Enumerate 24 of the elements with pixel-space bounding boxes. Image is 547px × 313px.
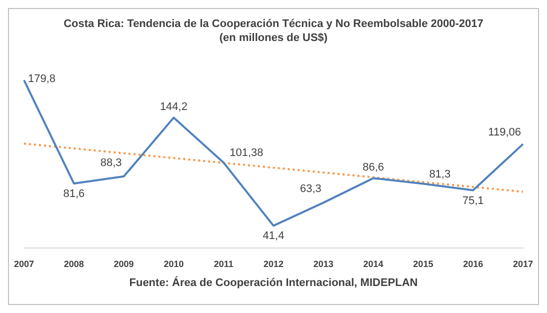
x-tick-label: 2010 — [164, 259, 184, 270]
x-tick-label: 2007 — [14, 259, 34, 270]
data-label: 101,38 — [230, 147, 264, 160]
x-tick-label: 2017 — [512, 259, 534, 270]
data-label: 88,3 — [100, 156, 122, 169]
x-tick-label: 2014 — [363, 259, 384, 270]
data-label: 144,2 — [160, 101, 188, 114]
source-note: Fuente: Área de Cooperación Internacional, MIDEPLAN — [128, 277, 419, 289]
x-tick-label: 2009 — [114, 259, 134, 270]
x-tick-label: 2011 — [214, 259, 234, 270]
x-tick-label: 2015 — [413, 259, 434, 270]
data-label: 41,4 — [262, 230, 284, 242]
data-label: 63,3 — [300, 183, 322, 196]
x-tick-label: 2012 — [263, 259, 284, 270]
x-tick-label: 2008 — [64, 259, 84, 270]
data-label: 75,1 — [462, 194, 484, 207]
data-label: 86,6 — [362, 162, 384, 174]
x-tick-label: 2016 — [463, 259, 484, 270]
data-label: 81,6 — [63, 188, 85, 200]
data-label: 119,06 — [488, 126, 521, 139]
x-tick-label: 2013 — [313, 259, 334, 270]
data-label: 179,8 — [28, 72, 56, 85]
chart-title: Costa Rica: Tendencia de la Cooperación Técnica y No Reembolsable 2000-2017 (en millones de US$) — [64, 17, 484, 45]
data-label: 81,3 — [429, 168, 451, 180]
